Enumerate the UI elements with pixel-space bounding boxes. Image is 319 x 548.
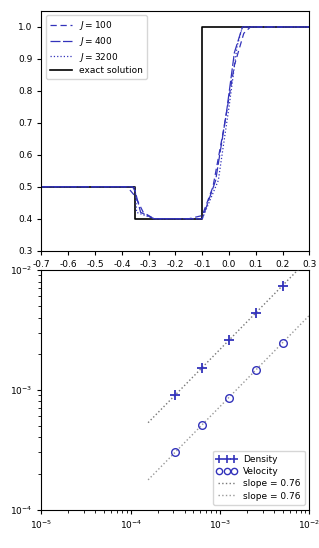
$J = 100$ bbox=[187, 215, 191, 222]
$J = 3200$ bbox=[168, 215, 172, 222]
$J = 400$ bbox=[133, 189, 137, 195]
Line: $J = 100$: $J = 100$ bbox=[41, 27, 309, 219]
$J = 3200$ bbox=[133, 185, 137, 192]
$J = 100$ bbox=[152, 215, 156, 222]
exact solution bbox=[200, 24, 204, 30]
$J = 400$ bbox=[225, 110, 228, 117]
$J = 400$ bbox=[187, 215, 191, 222]
$J = 3200$ bbox=[132, 184, 136, 190]
$J = 3200$ bbox=[40, 184, 43, 190]
exact solution bbox=[241, 24, 244, 30]
$J = 400$ bbox=[254, 24, 258, 30]
$J = 100$ bbox=[222, 126, 226, 133]
$J = 3200$ bbox=[243, 24, 247, 30]
$J = 3200$ bbox=[227, 104, 231, 110]
$J = 100$ bbox=[308, 24, 311, 30]
$J = 400$ bbox=[246, 24, 250, 30]
exact solution bbox=[133, 215, 137, 222]
$J = 400$ bbox=[139, 209, 143, 216]
exact solution bbox=[40, 184, 43, 190]
$J = 100$ bbox=[259, 24, 263, 30]
Legend: $J = 100$, $J = 400$, $J = 3200$, exact solution: $J = 100$, $J = 400$, $J = 3200$, exact … bbox=[46, 15, 147, 79]
Legend: Density, Velocity, slope = 0.76, slope = 0.76: Density, Velocity, slope = 0.76, slope =… bbox=[213, 450, 305, 505]
$J = 100$ bbox=[233, 62, 236, 68]
$J = 400$ bbox=[200, 215, 204, 222]
$J = 100$ bbox=[168, 215, 172, 222]
$J = 3200$ bbox=[187, 215, 191, 222]
$J = 400$ bbox=[168, 215, 172, 222]
$J = 100$ bbox=[249, 24, 252, 30]
Line: $J = 3200$: $J = 3200$ bbox=[41, 27, 309, 219]
$J = 100$ bbox=[211, 184, 215, 190]
Line: $J = 400$: $J = 400$ bbox=[41, 27, 309, 219]
$J = 400$ bbox=[214, 177, 218, 184]
$J = 400$ bbox=[233, 49, 236, 56]
$J = 100$ bbox=[40, 184, 43, 190]
$J = 3200$ bbox=[152, 215, 156, 222]
exact solution bbox=[241, 24, 244, 30]
$J = 100$ bbox=[125, 184, 129, 190]
$J = 3200$ bbox=[200, 215, 204, 222]
$J = 400$ bbox=[131, 184, 135, 190]
$J = 3200$ bbox=[254, 24, 258, 30]
$J = 3200$ bbox=[308, 24, 311, 30]
exact solution bbox=[133, 184, 137, 190]
Text: (a) Density at $T = 0.5$: (a) Density at $T = 0.5$ bbox=[116, 282, 235, 296]
$J = 400$ bbox=[40, 184, 43, 190]
exact solution bbox=[308, 24, 311, 30]
$J = 100$ bbox=[133, 193, 137, 199]
$J = 3200$ bbox=[235, 43, 239, 49]
$J = 400$ bbox=[241, 24, 244, 30]
$J = 100$ bbox=[141, 209, 145, 216]
$J = 3200$ bbox=[135, 209, 138, 216]
exact solution bbox=[200, 215, 204, 222]
$J = 400$ bbox=[308, 24, 311, 30]
$J = 3200$ bbox=[241, 24, 244, 30]
$J = 100$ bbox=[242, 30, 246, 37]
$J = 3200$ bbox=[216, 177, 220, 184]
Line: exact solution: exact solution bbox=[41, 27, 309, 219]
$J = 400$ bbox=[152, 215, 156, 222]
$J = 100$ bbox=[200, 212, 204, 219]
